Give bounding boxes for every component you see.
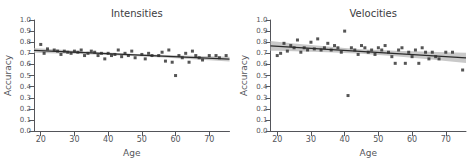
svg-text:40: 40	[340, 135, 350, 144]
svg-text:0.4: 0.4	[256, 83, 268, 91]
svg-text:Accuracy: Accuracy	[239, 54, 249, 96]
svg-text:0.3: 0.3	[256, 94, 267, 102]
svg-text:0.7: 0.7	[20, 49, 31, 57]
svg-text:Age: Age	[360, 148, 378, 158]
svg-text:0.2: 0.2	[256, 105, 267, 113]
svg-text:50: 50	[373, 135, 383, 144]
svg-text:Accuracy: Accuracy	[3, 54, 13, 96]
svg-text:0.6: 0.6	[256, 60, 268, 68]
svg-text:70: 70	[441, 135, 451, 144]
svg-text:0.4: 0.4	[20, 83, 32, 91]
svg-text:20: 20	[272, 135, 282, 144]
svg-text:60: 60	[407, 135, 417, 144]
svg-text:Velocities: Velocities	[350, 8, 397, 19]
svg-text:0.5: 0.5	[256, 72, 267, 80]
svg-text:0.9: 0.9	[20, 27, 31, 35]
svg-text:1.0: 1.0	[256, 16, 267, 24]
svg-text:Intensities: Intensities	[111, 8, 163, 19]
svg-text:40: 40	[103, 135, 113, 144]
svg-text:Age: Age	[123, 148, 141, 158]
svg-text:0.0: 0.0	[256, 127, 267, 135]
svg-text:0.9: 0.9	[256, 27, 267, 35]
svg-text:0.2: 0.2	[20, 105, 31, 113]
svg-text:30: 30	[306, 135, 316, 144]
svg-text:0.8: 0.8	[256, 38, 267, 46]
svg-text:0.1: 0.1	[20, 116, 31, 124]
svg-text:0.7: 0.7	[256, 49, 267, 57]
svg-text:0.3: 0.3	[20, 94, 31, 102]
svg-text:60: 60	[170, 135, 180, 144]
svg-text:0.1: 0.1	[256, 116, 267, 124]
svg-text:50: 50	[137, 135, 147, 144]
svg-text:20: 20	[36, 135, 46, 144]
svg-text:0.6: 0.6	[20, 60, 32, 68]
svg-text:1.0: 1.0	[20, 16, 31, 24]
svg-text:0.0: 0.0	[20, 127, 31, 135]
svg-text:0.8: 0.8	[20, 38, 31, 46]
svg-text:0.5: 0.5	[20, 72, 31, 80]
svg-text:30: 30	[69, 135, 79, 144]
svg-text:70: 70	[204, 135, 214, 144]
